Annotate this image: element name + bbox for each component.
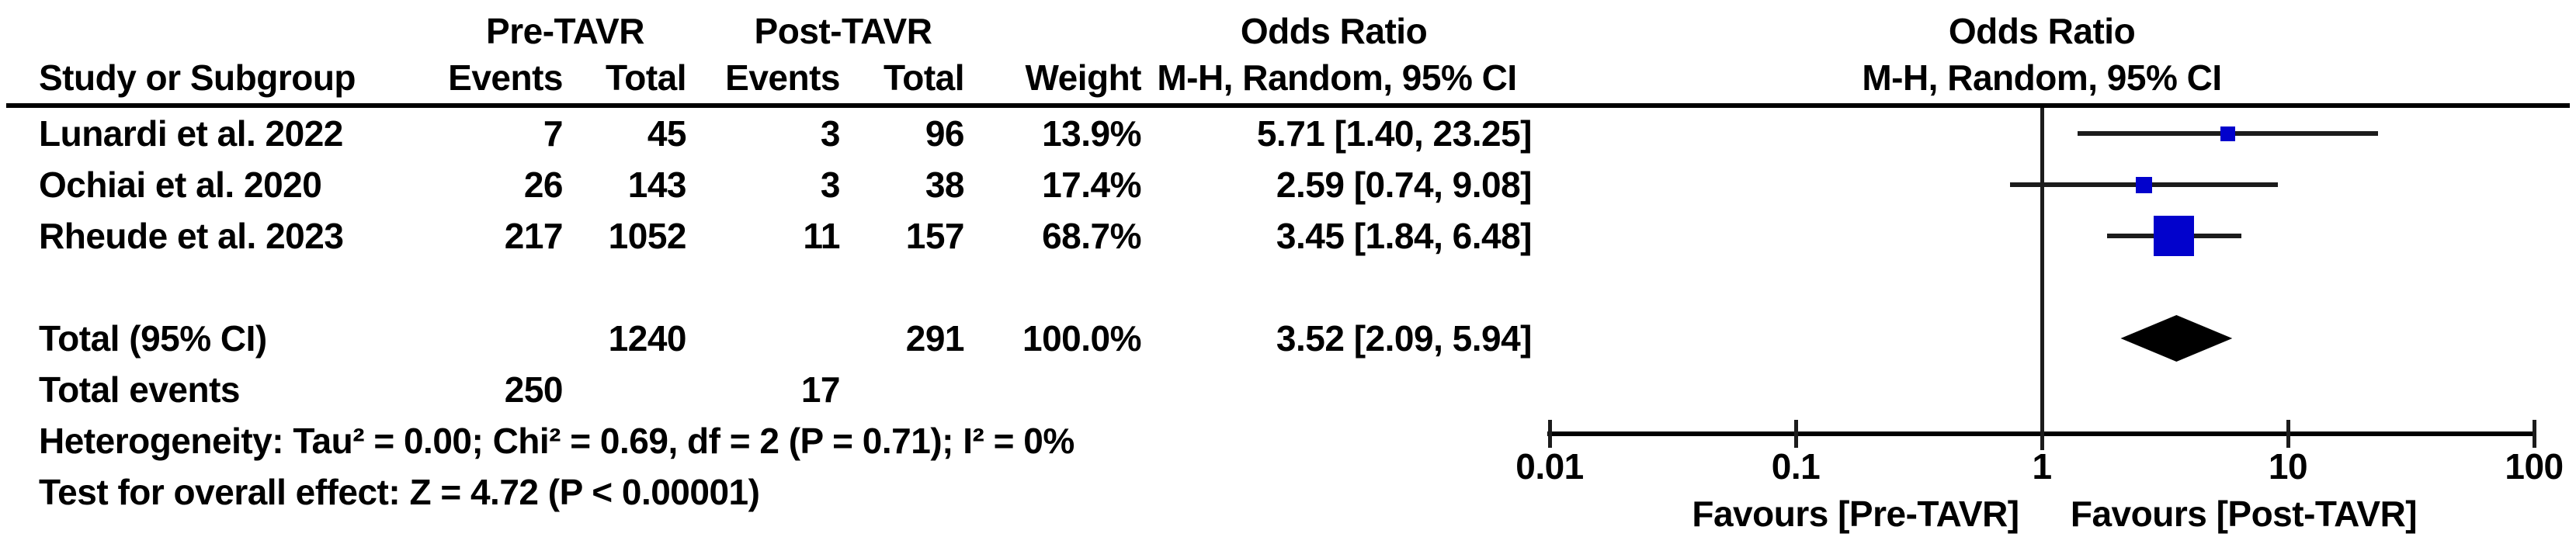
total1-column-header: Total	[606, 57, 686, 98]
study-name: Rheude et al. 2023	[39, 216, 344, 256]
cell-total1: 45	[647, 113, 687, 154]
cell-events2: 3	[820, 113, 841, 154]
weight-column-header: Weight	[1025, 57, 1142, 98]
cell-events2: 11	[803, 216, 840, 256]
cell-total1: 143	[627, 165, 687, 205]
total-row-label: Total (95% CI)	[39, 318, 267, 359]
cell-total2: 38	[925, 165, 965, 205]
odds-ratio-column-title: Odds Ratio	[1240, 11, 1428, 51]
x-axis-tick-label: 100	[2505, 446, 2564, 487]
cell-events1: 217	[504, 216, 564, 256]
effect-square	[2154, 216, 2195, 256]
total-row-total2: 291	[905, 318, 965, 359]
odds-ratio-plot-title: Odds Ratio	[1948, 11, 2136, 51]
total-events-group2: 17	[800, 369, 841, 410]
cell-weight: 17.4%	[1042, 165, 1141, 205]
cell-events2: 3	[820, 165, 841, 205]
favours-left-label: Favours [Pre-TAVR]	[1692, 494, 2019, 534]
x-axis-tick	[1794, 420, 1798, 448]
overall-effect-test: Test for overall effect: Z = 4.72 (P < 0…	[39, 472, 760, 512]
x-axis-tick-label: 1	[2032, 446, 2052, 487]
cell-or_ci: 3.45 [1.84, 6.48]	[1276, 216, 1533, 256]
cell-or_ci: 2.59 [0.74, 9.08]	[1276, 165, 1533, 205]
x-axis-tick-label: 10	[2268, 446, 2308, 487]
events2-column-header: Events	[725, 57, 840, 98]
total-row-total1: 1240	[608, 318, 687, 359]
effect-square	[2220, 126, 2236, 141]
total-row-weight: 100.0%	[1022, 318, 1142, 359]
cell-events1: 26	[523, 165, 564, 205]
events1-column-header: Events	[448, 57, 563, 98]
or-ci-plot-subheader: M-H, Random, 95% CI	[1862, 57, 2222, 98]
cell-or_ci: 5.71 [1.40, 23.25]	[1256, 113, 1533, 154]
heterogeneity-stats: Heterogeneity: Tau² = 0.00; Chi² = 0.69,…	[39, 421, 1074, 461]
pooled-diamond	[2120, 315, 2233, 362]
cell-events1: 7	[543, 113, 564, 154]
total-events-group1: 250	[504, 369, 564, 410]
total2-column-header: Total	[884, 57, 964, 98]
no-effect-line	[2040, 108, 2044, 450]
cell-total2: 96	[925, 113, 965, 154]
x-axis-tick-label: 0.01	[1515, 446, 1584, 487]
cell-weight: 68.7%	[1042, 216, 1141, 256]
effect-square	[2135, 176, 2152, 193]
group2-header: Post-TAVR	[754, 11, 932, 51]
cell-total1: 1052	[608, 216, 687, 256]
favours-right-label: Favours [Post-TAVR]	[2070, 494, 2418, 534]
total-events-label: Total events	[39, 369, 241, 410]
study-column-header: Study or Subgroup	[39, 57, 356, 98]
header-divider-rule	[6, 103, 2570, 108]
study-name: Ochiai et al. 2020	[39, 165, 322, 205]
or-ci-column-subheader: M-H, Random, 95% CI	[1157, 57, 1517, 98]
study-name: Lunardi et al. 2022	[39, 113, 343, 154]
x-axis-tick	[1548, 420, 1552, 448]
cell-weight: 13.9%	[1042, 113, 1141, 154]
total-row-or-ci: 3.52 [2.09, 5.94]	[1276, 318, 1533, 359]
x-axis-tick	[2286, 420, 2290, 448]
x-axis-tick	[2533, 420, 2536, 448]
x-axis-tick-label: 0.1	[1771, 446, 1821, 487]
group1-header: Pre-TAVR	[486, 11, 644, 51]
cell-total2: 157	[905, 216, 965, 256]
